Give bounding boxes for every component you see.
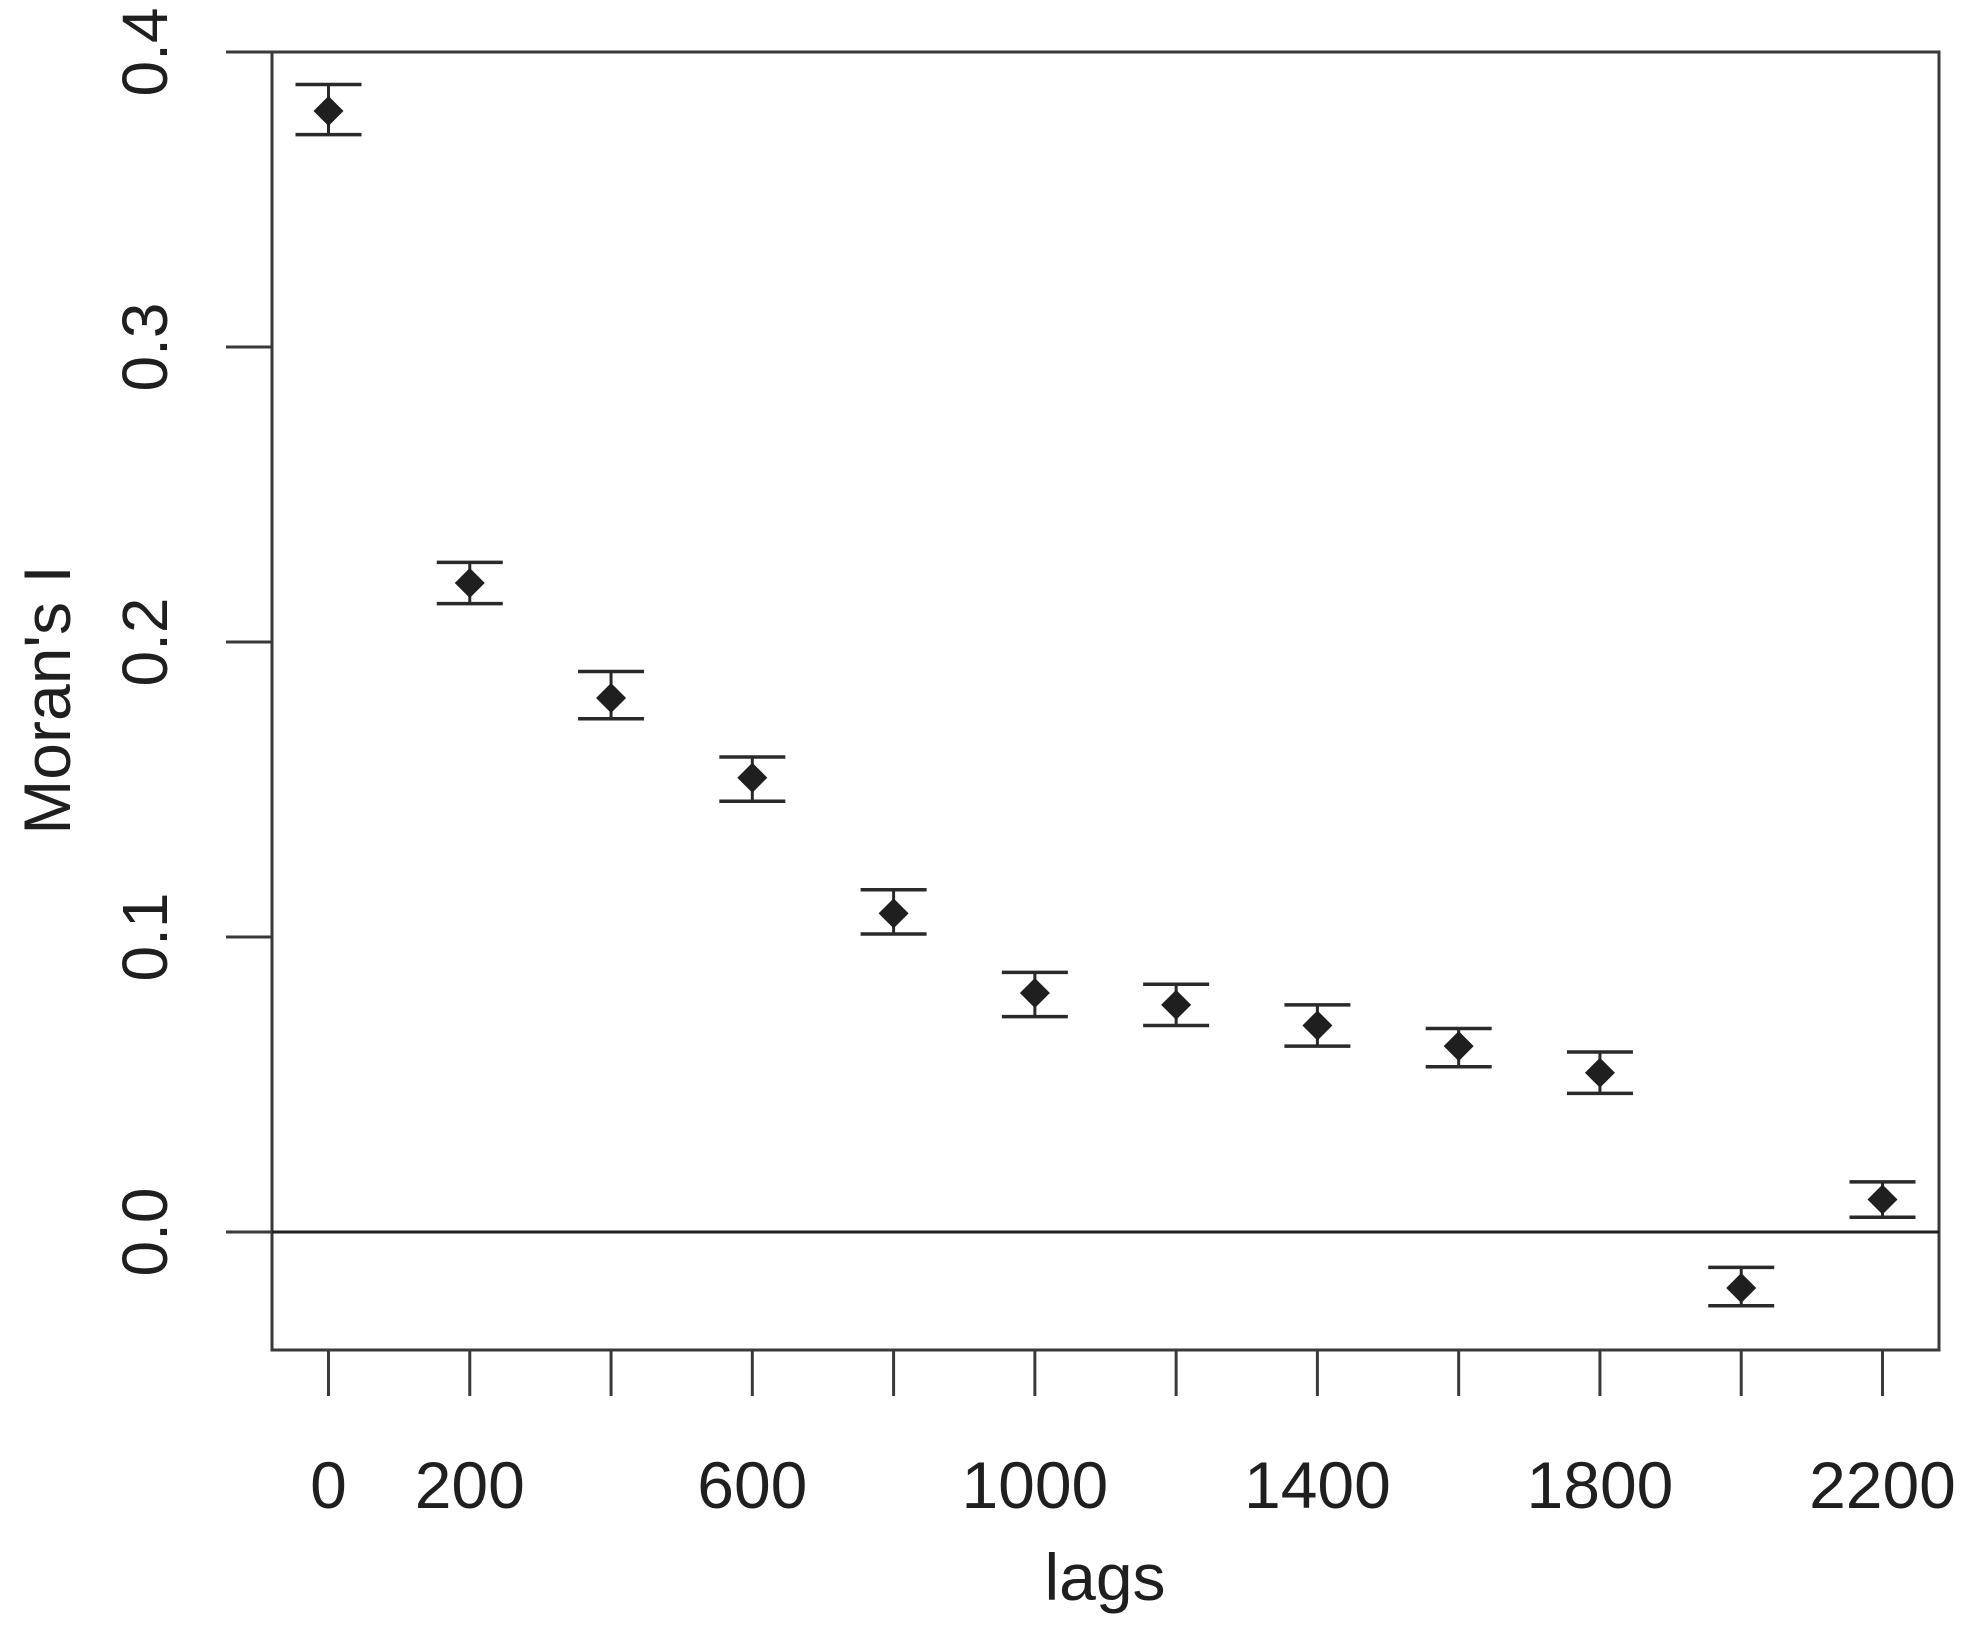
plot-frame: [270, 50, 1941, 1352]
data-point: [1302, 1010, 1333, 1041]
x-tick-label: 200: [415, 1448, 525, 1522]
x-tick-label: 1800: [1527, 1448, 1674, 1522]
y-tick-label: 0.3: [109, 303, 181, 392]
error-bars: [295, 82, 1916, 1308]
y-tick-label: 0.4: [109, 8, 181, 97]
y-tick-label: 0.0: [109, 1188, 181, 1277]
y-tick-label: 0.2: [109, 598, 181, 687]
data-point: [737, 762, 768, 793]
data-point: [1443, 1031, 1474, 1062]
data-point: [1161, 989, 1192, 1020]
data-point: [313, 96, 344, 126]
data-point: [1584, 1057, 1615, 1088]
y-axis: 0.0 0.1 0.2 0.3 0.4: [109, 8, 272, 1277]
x-tick-label: 1400: [1244, 1448, 1391, 1522]
x-axis-label: lags: [1044, 1540, 1165, 1614]
x-axis: 0 200 600 1000 1400 1800 2200: [310, 1350, 1956, 1522]
x-tick-label: 1000: [961, 1448, 1108, 1522]
data-point: [1726, 1273, 1757, 1304]
x-tick-label: 600: [697, 1448, 807, 1522]
x-tick-label: 2200: [1809, 1448, 1956, 1522]
y-axis-label: Moran's I: [10, 565, 84, 834]
data-point: [596, 683, 627, 714]
data-point: [878, 898, 909, 929]
y-tick-label: 0.1: [109, 893, 181, 982]
data-points: [313, 96, 1898, 1304]
data-point: [454, 568, 485, 598]
data-point: [1019, 978, 1050, 1009]
x-tick-label: 0: [310, 1448, 347, 1522]
data-point: [1867, 1184, 1898, 1215]
